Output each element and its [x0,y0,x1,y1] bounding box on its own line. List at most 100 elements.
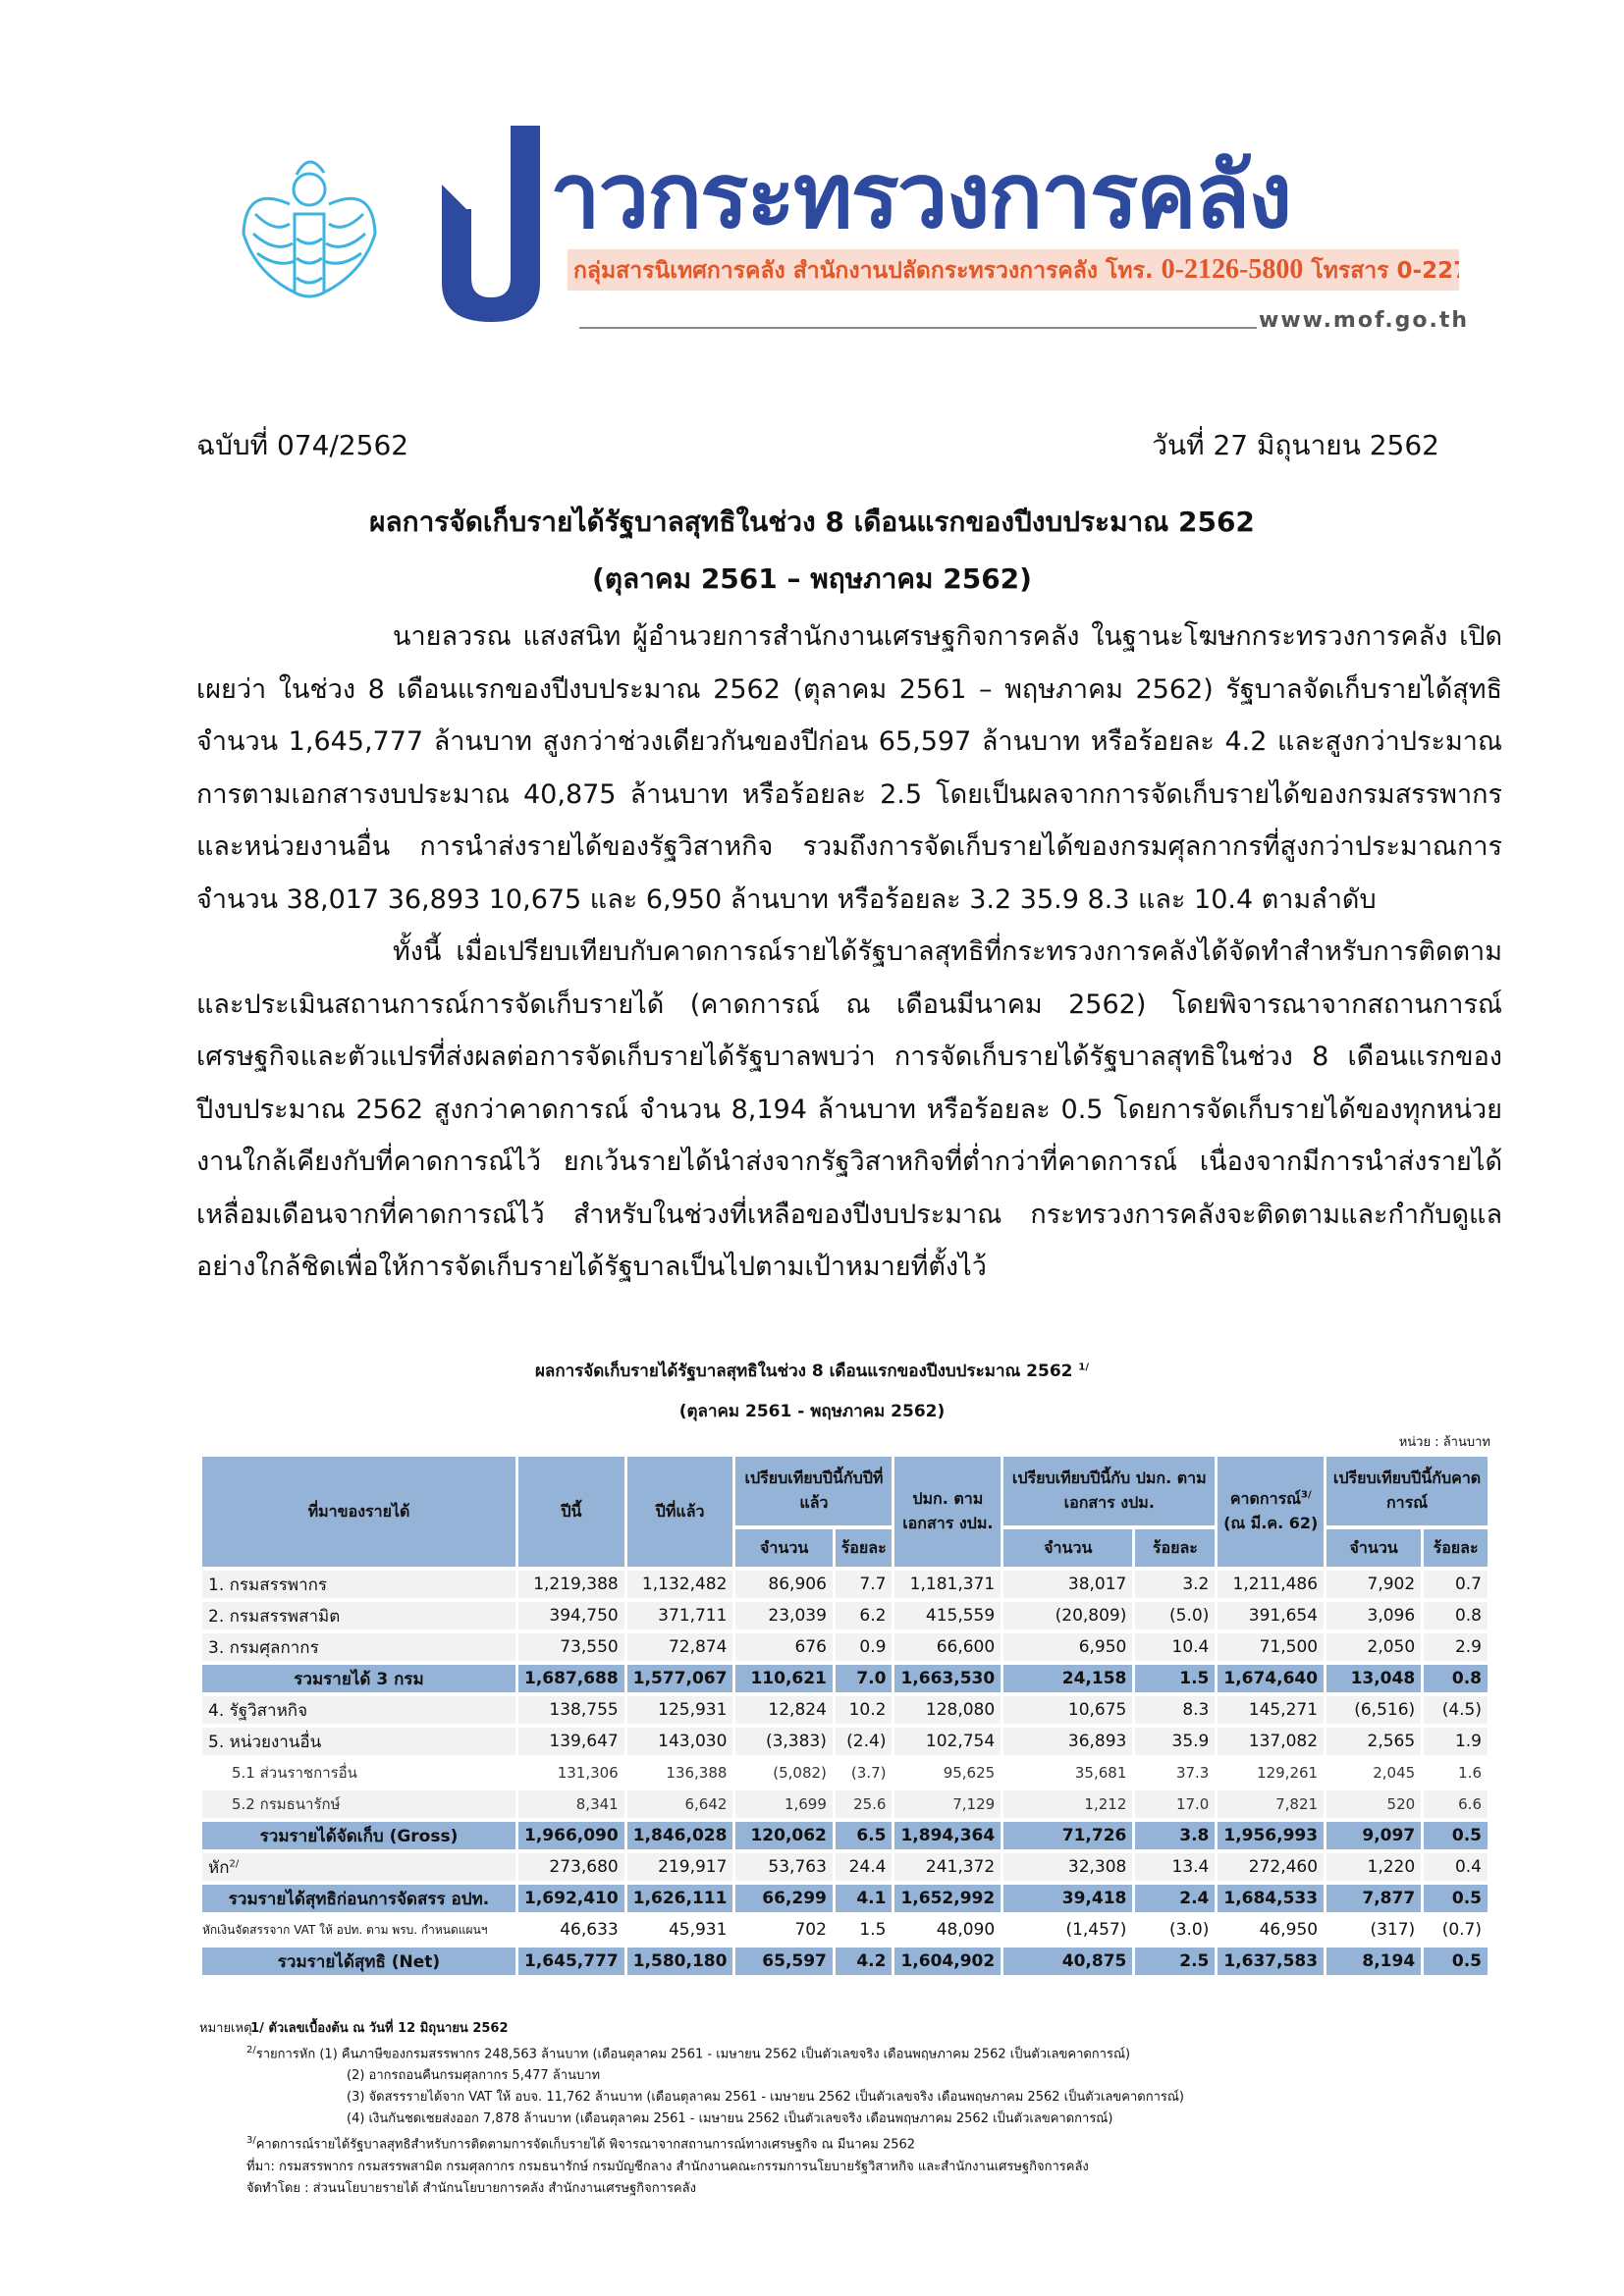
table-row: รวมรายได้จัดเก็บ (Gross) 1,966,090 1,846,0… [202,1822,1488,1849]
row-label: หัก2/ [202,1853,515,1881]
cell-value: 4.2 [835,1948,893,1975]
cell-value: 125,931 [626,1696,733,1724]
cell-value: 1,211,486 [1218,1571,1325,1598]
cell-value: 6,950 [1003,1633,1133,1661]
cell-value: (0.7) [1424,1916,1488,1944]
col-last-year: ปีที่แล้ว [626,1457,733,1567]
col-amount: จำนวน [735,1529,833,1567]
cell-value: 1,604,902 [894,1948,1001,1975]
cell-value: 0.8 [1424,1665,1488,1692]
cell-value: (3.7) [835,1759,893,1787]
cell-value: (3,383) [735,1728,833,1755]
cell-value: 4.1 [835,1885,893,1912]
col-amount: จำนวน [1003,1529,1133,1567]
cell-value: 1.5 [835,1916,893,1944]
row-label: 3. กรมศุลกากร [202,1633,515,1661]
cell-value: 1,652,992 [894,1885,1001,1912]
cell-value: 35.9 [1135,1728,1216,1755]
cell-value: 0.9 [835,1633,893,1661]
cell-value: 1,637,583 [1218,1948,1325,1975]
cell-value: 219,917 [626,1853,733,1881]
cell-value: 40,875 [1003,1948,1133,1975]
cell-value: 371,711 [626,1602,733,1629]
contact-bar: กลุ่มสารนิเทศการคลัง สำนักงานปลัดกระทรวง… [568,249,1459,291]
logo-wordmark: าวกระทรวงการคลัง [550,146,1292,246]
cell-value: 9,097 [1326,1822,1422,1849]
cell-value: 7,902 [1326,1571,1422,1598]
cell-value: 24,158 [1003,1665,1133,1692]
issue-date: วันที่ 27 มิถุนายน 2562 [1152,429,1439,461]
note-source: ที่มา: กรมสรรพากร กรมสรรพสามิต กรมศุลกาก… [246,2159,1089,2174]
cell-value: 6.5 [835,1822,893,1849]
row-label: 2. กรมสรรพสามิต [202,1602,515,1629]
row-label: 4. รัฐวิสาหกิจ [202,1696,515,1724]
cell-value: 6,642 [626,1790,733,1818]
cell-value: 1,846,028 [626,1822,733,1849]
cell-value: 7.7 [835,1571,893,1598]
note-2-4: (4) เงินกันชดเชยส่งออก 7,878 ล้านบาท (เด… [347,2111,1113,2127]
table-row: 1. กรมสรรพากร 1,219,388 1,132,482 86,906 7.7… [202,1571,1488,1598]
cell-value: 39,418 [1003,1885,1133,1912]
cell-value: 2.9 [1424,1633,1488,1661]
cell-value: 36,893 [1003,1728,1133,1755]
col-vs-forecast: เปรียบเทียบปีนี้กับคาดการณ์ [1326,1457,1488,1526]
cell-value: 46,633 [518,1916,624,1944]
col-budget: ปมก. ตามเอกสาร งปม. [894,1457,1001,1567]
header-divider [579,327,1257,329]
cell-value: 71,500 [1218,1633,1325,1661]
cell-value: 48,090 [894,1916,1001,1944]
cell-value: 86,906 [735,1571,833,1598]
note-2: รายการหัก (1) คืนภาษีของกรมสรรพากร 248,5… [255,2047,1131,2062]
revenue-table: ที่มาของรายได้ ปีนี้ ปีที่แล้ว เปรียบเที… [199,1453,1490,1979]
cell-value: 13.4 [1135,1853,1216,1881]
table-title-text: ผลการจัดเก็บรายได้รัฐบาลสุทธิในช่วง 8 เด… [534,1362,1073,1381]
cell-value: 2,050 [1326,1633,1422,1661]
cell-value: 131,306 [518,1759,624,1787]
cell-value: 1,684,533 [1218,1885,1325,1912]
cell-value: 23,039 [735,1602,833,1629]
cell-value: 37.3 [1135,1759,1216,1787]
cell-value: 8.3 [1135,1696,1216,1724]
cell-value: 38,017 [1003,1571,1133,1598]
cell-value: (1,457) [1003,1916,1133,1944]
cell-value: (2.4) [835,1728,893,1755]
cell-value: 25.6 [835,1790,893,1818]
col-this-year: ปีนี้ [518,1457,624,1567]
cell-value: 46,950 [1218,1916,1325,1944]
cell-value: 0.5 [1424,1948,1488,1975]
cell-value: 1,219,388 [518,1571,624,1598]
cell-value: 128,080 [894,1696,1001,1724]
cell-value: 1,687,688 [518,1665,624,1692]
cell-value: 143,030 [626,1728,733,1755]
cell-value: 1,212 [1003,1790,1133,1818]
cell-value: 1,699 [735,1790,833,1818]
website-url[interactable]: www.mof.go.th [1259,308,1470,333]
cell-value: 1,663,530 [894,1665,1001,1692]
row-label: 5. หน่วยงานอื่น [202,1728,515,1755]
cell-value: 2,565 [1326,1728,1422,1755]
cell-value: 676 [735,1633,833,1661]
cell-value: 2.5 [1135,1948,1216,1975]
table-row: รวมรายได้สุทธิก่อนการจัดสรร อปท. 1,692,41… [202,1885,1488,1912]
col-percent: ร้อยละ [1135,1529,1216,1567]
col-vs-budget: เปรียบเทียบปีนี้กับ ปมก. ตามเอกสาร งปม. [1003,1457,1216,1526]
col-percent: ร้อยละ [1424,1529,1488,1567]
table-title: ผลการจัดเก็บรายได้รัฐบาลสุทธิในช่วง 8 เด… [0,1358,1624,1384]
cell-value: 0.8 [1424,1602,1488,1629]
table-row: 5. หน่วยงานอื่น 139,647 143,030 (3,383) (2.4… [202,1728,1488,1755]
cell-value: 1.9 [1424,1728,1488,1755]
cell-value: 7.0 [835,1665,893,1692]
cell-value: 8,194 [1326,1948,1422,1975]
press-subtitle: (ตุลาคม 2561 – พฤษภาคม 2562) [592,562,1032,595]
phone-number: 0-2126-5800 [1161,254,1304,285]
cell-value: 71,726 [1003,1822,1133,1849]
cell-value: 1,894,364 [894,1822,1001,1849]
row-label: รวมรายได้สุทธิก่อนการจัดสรร อปท. [202,1885,515,1912]
garuda-emblem-icon [242,160,377,298]
paragraph: ทั้งนี้ เมื่อเปรียบเทียบกับคาดการณ์รายได… [196,936,1502,1282]
note-2-2: (2) อากรถอนคืนกรมศุลกากร 5,477 ล้านบาท [347,2068,601,2084]
cell-value: 3.8 [1135,1822,1216,1849]
cell-value: (4.5) [1424,1696,1488,1724]
cell-value: 145,271 [1218,1696,1325,1724]
cell-value: 2,045 [1326,1759,1422,1787]
